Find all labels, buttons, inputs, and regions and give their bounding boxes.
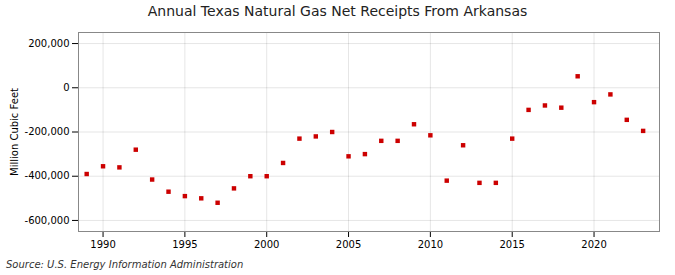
svg-text:2020: 2020 bbox=[581, 239, 606, 250]
svg-text:2015: 2015 bbox=[499, 239, 524, 250]
svg-text:2010: 2010 bbox=[418, 239, 443, 250]
html-text:Source: U.S. Energy Informatio: Source: U.S. Energy Information Administ… bbox=[6, 259, 244, 270]
svg-text:-200,000: -200,000 bbox=[25, 126, 70, 137]
svg-text:2005: 2005 bbox=[336, 239, 361, 250]
svg-text:-600,000: -600,000 bbox=[25, 215, 70, 226]
svg-text:0: 0 bbox=[63, 82, 69, 93]
svg-text:2000: 2000 bbox=[254, 239, 279, 250]
svg-text:200,000: 200,000 bbox=[28, 38, 69, 49]
svg-text:Million Cubic Feet: Million Cubic Feet bbox=[9, 88, 20, 176]
svg-text:-400,000: -400,000 bbox=[25, 170, 70, 181]
svg-text:1995: 1995 bbox=[172, 239, 197, 250]
html-text:Annual Texas Natural Gas Net R: Annual Texas Natural Gas Net Receipts Fr… bbox=[147, 3, 528, 19]
svg-text:1990: 1990 bbox=[90, 239, 115, 250]
